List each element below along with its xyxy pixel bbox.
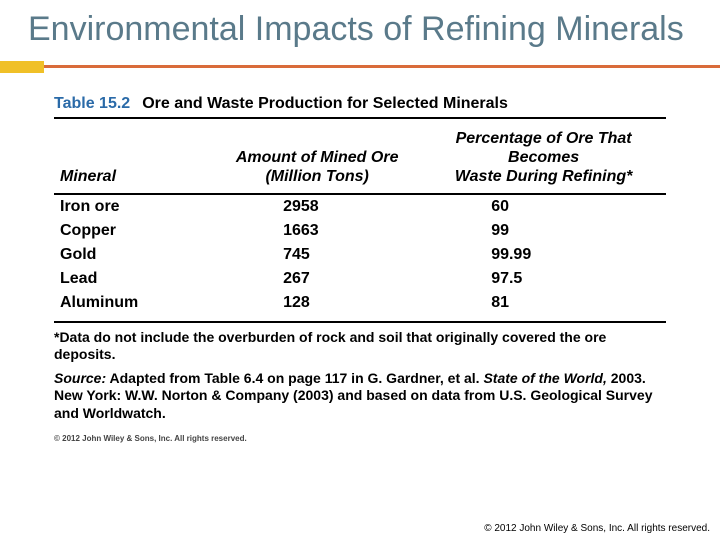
cell-amount: 1663: [213, 219, 421, 243]
cell-mineral: Gold: [54, 243, 213, 267]
cell-amount: 745: [213, 243, 421, 267]
cell-amount: 2958: [213, 195, 421, 219]
slide-title: Environmental Impacts of Refining Minera…: [0, 0, 720, 55]
content-area: Table 15.2 Ore and Waste Production for S…: [0, 73, 720, 443]
table-footnote: *Data do not include the overburden of r…: [54, 329, 666, 364]
source-label: Source:: [54, 370, 106, 386]
col-amount-l2: (Million Tons): [265, 168, 368, 185]
cell-pct: 99.99: [421, 243, 666, 267]
ore-waste-table: Mineral Amount of Mined Ore (Million Ton…: [54, 125, 666, 315]
title-divider: [0, 61, 720, 73]
table-body: Iron ore 2958 60 Copper 1663 99 Gold 745…: [54, 195, 666, 315]
table-row: Lead 267 97.5: [54, 267, 666, 291]
inner-copyright: © 2012 John Wiley & Sons, Inc. All right…: [54, 434, 666, 443]
cell-mineral: Iron ore: [54, 195, 213, 219]
col-mineral: Mineral: [54, 125, 213, 194]
table-row: Gold 745 99.99: [54, 243, 666, 267]
table-row: Iron ore 2958 60: [54, 195, 666, 219]
col-pct-l2: Waste During Refining*: [455, 168, 633, 185]
footer-copyright: © 2012 John Wiley & Sons, Inc. All right…: [484, 523, 710, 534]
caption-rule: [54, 117, 666, 119]
col-amount: Amount of Mined Ore (Million Tons): [213, 125, 421, 194]
cell-mineral: Aluminum: [54, 291, 213, 315]
cell-mineral: Copper: [54, 219, 213, 243]
source-pre: Adapted from Table 6.4 on page 117 in G.…: [106, 370, 483, 386]
col-amount-l1: Amount of Mined Ore: [236, 149, 399, 166]
cell-pct: 99: [421, 219, 666, 243]
cell-pct: 60: [421, 195, 666, 219]
table-number: Table 15.2: [54, 95, 130, 112]
divider-accent-orange: [44, 65, 720, 68]
cell-pct: 81: [421, 291, 666, 315]
table-source: Source: Adapted from Table 6.4 on page 1…: [54, 370, 666, 423]
table-caption-text: Ore and Waste Production for Selected Mi…: [142, 95, 508, 112]
table-header-row: Mineral Amount of Mined Ore (Million Ton…: [54, 125, 666, 194]
source-book: State of the World,: [483, 370, 606, 386]
cell-amount: 267: [213, 267, 421, 291]
cell-mineral: Lead: [54, 267, 213, 291]
table-caption: Table 15.2 Ore and Waste Production for S…: [54, 95, 666, 113]
cell-pct: 97.5: [421, 267, 666, 291]
table-row: Aluminum 128 81: [54, 291, 666, 315]
table-bottom-rule: [54, 321, 666, 323]
cell-amount: 128: [213, 291, 421, 315]
col-pct-l1: Percentage of Ore That Becomes: [456, 130, 632, 166]
divider-accent-yellow: [0, 61, 44, 73]
table-row: Copper 1663 99: [54, 219, 666, 243]
col-pct: Percentage of Ore That Becomes Waste Dur…: [421, 125, 666, 194]
